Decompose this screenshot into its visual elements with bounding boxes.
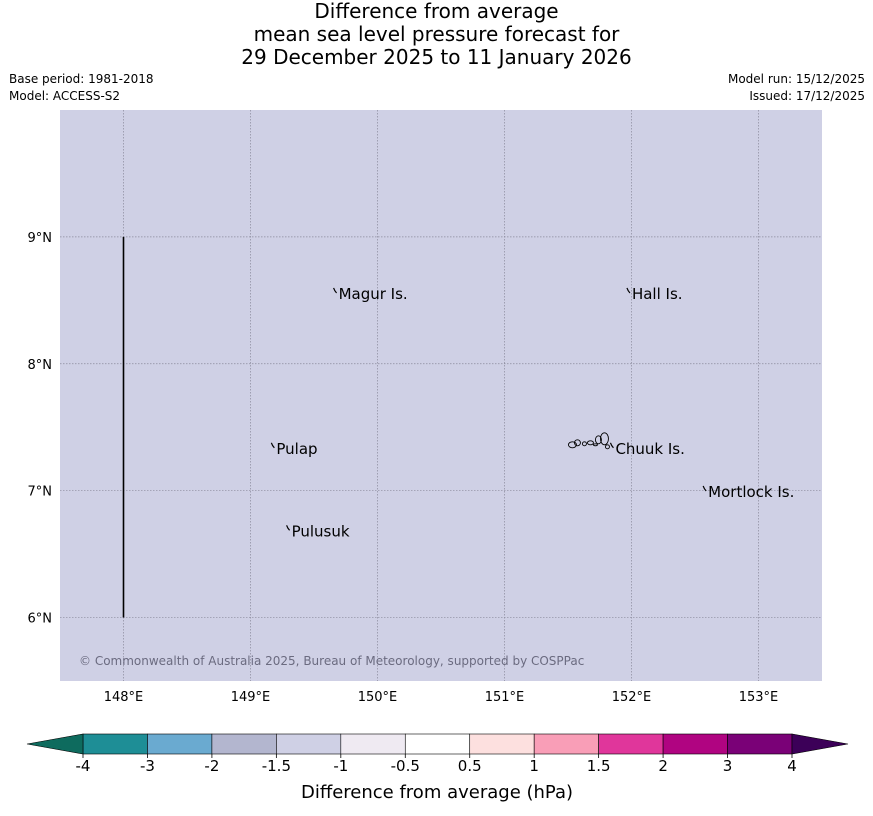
colorbar-tick-label: -1.5: [262, 757, 291, 775]
title-line-1: Difference from average: [314, 0, 559, 23]
island-outline: [702, 485, 707, 492]
base-period: Base period: 1981-2018: [9, 72, 154, 86]
island-outline: [333, 287, 338, 294]
title-line-3: 29 December 2025 to 11 January 2026: [241, 45, 632, 69]
colorbar-extend-max: [791, 733, 849, 755]
colorbar-tick-label: 3: [723, 757, 733, 775]
place-label: Chuuk Is.: [615, 440, 684, 458]
lat-tick-label: 8°N: [28, 358, 53, 373]
colorbar-bin: [533, 733, 599, 755]
colorbar-bin: [340, 733, 406, 755]
lat-tick-label: 7°N: [28, 485, 53, 500]
colorbar-tick-label: 4: [787, 757, 797, 775]
meta-right: Model run: 15/12/2025 Issued: 17/12/2025: [728, 71, 865, 105]
island-outline: [595, 435, 602, 445]
colorbar-tick-label: -1: [333, 757, 348, 775]
place-label: Hall Is.: [632, 285, 683, 303]
colorbar-tick-label: -3: [140, 757, 155, 775]
place-labels: Magur Is. Hall Is. Pulap Chuuk Is. Mortlock …: [276, 285, 794, 540]
colorbar-bins: [26, 733, 849, 755]
island-outline: [582, 441, 587, 447]
island-outline: [626, 287, 631, 294]
title-line-2: mean sea level pressure forecast for: [253, 22, 620, 46]
island-outline: [600, 432, 609, 446]
colorbar-tick-label: 0.5: [458, 757, 482, 775]
model-run: Model run: 15/12/2025: [727, 72, 865, 86]
colorbar-bin: [469, 733, 535, 755]
place-label: Magur Is.: [339, 285, 408, 303]
meta-left: Base period: 1981-2018 Model: ACCESS-S2: [9, 71, 154, 105]
colorbar-tick-label: 1: [529, 757, 539, 775]
colorbar-tick-label: 2: [658, 757, 668, 775]
island-outline: [568, 441, 577, 449]
colorbar-bin: [404, 733, 471, 755]
island-outline: [587, 440, 594, 446]
lon-tick-label: 152°E: [612, 690, 652, 705]
colorbar-tick-label: -0.5: [391, 757, 420, 775]
colorbar-tick-label: -4: [76, 757, 91, 775]
place-label: Pulap: [276, 440, 317, 458]
colorbar-bin: [662, 733, 728, 755]
lat-tick-label: 9°N: [28, 231, 53, 246]
model-name: Model: ACCESS-S2: [9, 89, 121, 103]
axis-ticks: 148°E 149°E 150°E 151°E 152°E 153°E 9°N 8°N 7°N 6…: [28, 231, 779, 705]
colorbar-extend-min: [26, 733, 84, 755]
colorbar-tick-label: -2: [204, 757, 219, 775]
colorbar-bin: [82, 733, 148, 755]
place-label: Mortlock Is.: [708, 483, 794, 501]
island-outline: [609, 442, 614, 449]
place-label: Pulusuk: [292, 522, 350, 540]
island-outline: [605, 444, 610, 450]
map-title: Difference from average mean sea level p…: [0, 0, 873, 69]
issued-date: Issued: 17/12/2025: [749, 89, 865, 103]
colorbar-bin: [147, 733, 213, 755]
map-background: [60, 110, 822, 681]
island-outline: [286, 525, 291, 531]
island-outlines: [270, 287, 707, 531]
lon-tick-label: 150°E: [358, 690, 398, 705]
lon-tick-label: 151°E: [485, 690, 525, 705]
colorbar-bin: [727, 733, 793, 755]
lon-tick-label: 148°E: [104, 690, 144, 705]
colorbar-ticks: -4 -3 -2 -1.5 -1 -0.5 0.5 1 1.5 2 3 4: [76, 754, 797, 775]
map: Magur Is. Hall Is. Pulap Chuuk Is. Mortlock …: [28, 110, 822, 705]
lat-tick-label: 6°N: [28, 612, 53, 627]
island-outline: [593, 443, 598, 447]
island-outline: [270, 442, 275, 449]
colorbar-label: Difference from average (hPa): [301, 782, 573, 803]
island-outline: [574, 439, 581, 447]
colorbar-tick-label: 1.5: [587, 757, 611, 775]
copyright-text: © Commonwealth of Australia 2025, Bureau…: [79, 654, 584, 668]
lon-tick-label: 149°E: [231, 690, 271, 705]
colorbar-bin: [211, 733, 277, 755]
colorbar-bin: [598, 733, 664, 755]
colorbar-bin: [276, 733, 342, 755]
lon-tick-label: 153°E: [739, 690, 779, 705]
